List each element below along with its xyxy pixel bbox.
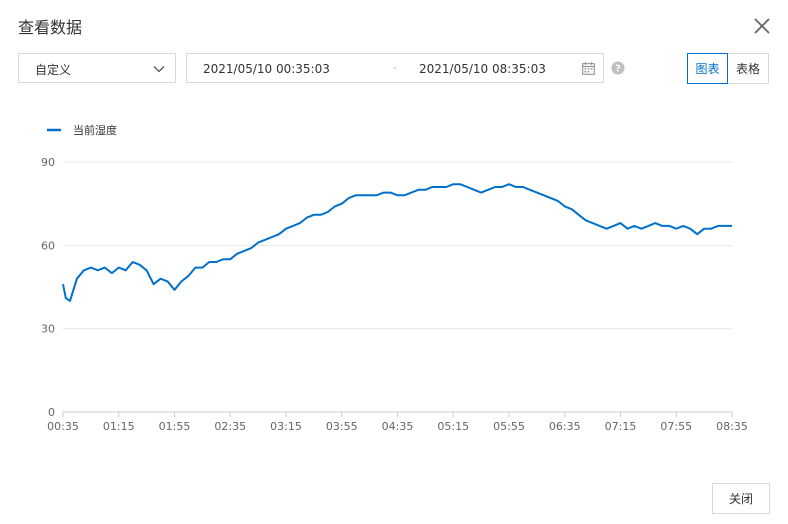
calendar-icon[interactable] — [582, 62, 595, 75]
humidity-chart: 0 30 60 90 00:35 01:15 01:55 02:35 03:15 03:55 04:… — [0, 110, 788, 440]
range-type-select[interactable]: 自定义 — [18, 53, 176, 83]
dialog-title: 查看数据 — [18, 18, 83, 37]
range-type-value: 自定义 — [35, 63, 72, 77]
x-tick-label: 00:35 — [47, 420, 79, 433]
y-tick-label: 90 — [41, 156, 55, 169]
table-view-button[interactable]: 表格 — [728, 53, 769, 84]
x-tick-label: 05:15 — [437, 420, 469, 433]
start-time-input[interactable]: 2021/05/10 00:35:03 — [203, 62, 330, 76]
svg-text:?: ? — [615, 64, 621, 75]
x-tick-label: 08:35 — [716, 420, 748, 433]
x-tick-label: 02:35 — [214, 420, 246, 433]
view-toggle: 图表 表格 — [687, 53, 769, 84]
series-line — [62, 183, 732, 302]
x-tick-label: 06:35 — [549, 420, 581, 433]
chevron-down-icon — [153, 66, 165, 73]
x-tick-label: 07:55 — [660, 420, 692, 433]
y-tick-label: 60 — [41, 239, 55, 252]
x-tick-label: 01:55 — [159, 420, 191, 433]
y-tick-label: 30 — [41, 323, 55, 336]
x-tick-label: 03:15 — [270, 420, 302, 433]
y-tick-label: 0 — [48, 406, 55, 419]
x-tick-label: 03:55 — [326, 420, 358, 433]
range-separator: - — [393, 61, 397, 74]
x-tick-label: 01:15 — [103, 420, 135, 433]
end-time-input[interactable]: 2021/05/10 08:35:03 — [419, 62, 546, 76]
chart-canvas: 0 30 60 90 00:35 01:15 01:55 02:35 03:15 03:55 04:… — [41, 123, 748, 433]
x-tick-label: 05:55 — [493, 420, 525, 433]
legend-label: 当前湿度 — [73, 123, 117, 137]
help-icon[interactable]: ? — [611, 61, 625, 75]
date-range-picker[interactable]: 2021/05/10 00:35:03 - 2021/05/10 08:35:0… — [186, 53, 604, 83]
close-button[interactable]: 关闭 — [712, 483, 770, 514]
x-tick-label: 04:35 — [382, 420, 414, 433]
chart-view-button[interactable]: 图表 — [687, 53, 728, 84]
x-tick-label: 07:15 — [605, 420, 637, 433]
close-icon[interactable] — [752, 16, 772, 36]
